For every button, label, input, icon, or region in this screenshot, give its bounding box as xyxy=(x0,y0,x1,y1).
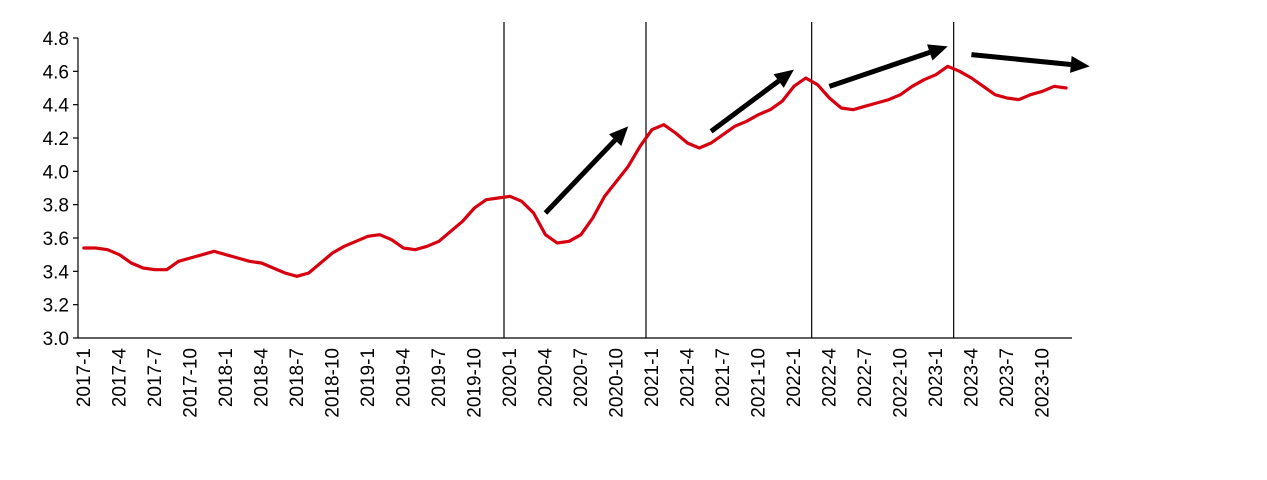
x-tick-label: 2022-1 xyxy=(784,348,805,407)
x-tick-label: 2018-1 xyxy=(216,348,237,407)
trend-arrow xyxy=(543,126,629,215)
x-tick-label: 2021-1 xyxy=(642,348,663,407)
series-line xyxy=(82,64,1068,278)
trend-arrow xyxy=(971,52,1090,73)
y-tick-label: 4.8 xyxy=(43,29,69,50)
x-tick-label: 2020-1 xyxy=(500,348,521,407)
y-tick-label: 3.4 xyxy=(43,262,70,283)
y-tick-labels: 3.0 3.2 3.4 3.6 3.8 4.0 4.2 4.4 4.6 4.8 xyxy=(43,29,70,350)
trend-arrow-shaft xyxy=(971,52,1072,67)
axes xyxy=(73,37,1072,339)
trend-arrows xyxy=(543,44,1090,215)
x-tick-label: 2023-4 xyxy=(961,348,982,408)
x-tick-label: 2020-10 xyxy=(606,348,627,418)
trend-arrow-shaft xyxy=(543,138,617,215)
x-tick-label: 2021-7 xyxy=(713,348,734,407)
x-tick-label: 2021-4 xyxy=(677,348,698,408)
x-tick-label: 2018-4 xyxy=(251,348,272,408)
x-tick-labels: 2017-1 2017-4 2017-7 2017-10 2018-1 2018-4 201… xyxy=(74,348,1053,418)
x-tick-label: 2021-10 xyxy=(748,348,769,418)
x-tick-label: 2020-7 xyxy=(571,348,592,407)
x-tick-label: 2019-7 xyxy=(429,348,450,407)
y-tick-label: 4.4 xyxy=(43,96,70,117)
x-tick-label: 2023-10 xyxy=(1032,348,1053,418)
x-tick-label: 2019-10 xyxy=(464,348,485,418)
y-tick-label: 4.6 xyxy=(43,62,69,83)
y-tick-label: 3.8 xyxy=(43,196,69,217)
trend-arrow xyxy=(709,69,794,134)
x-tick-label: 2020-4 xyxy=(535,348,556,408)
trend-arrow xyxy=(828,44,948,89)
trend-arrow-shaft xyxy=(709,79,781,134)
x-tick-label: 2019-1 xyxy=(358,348,379,407)
x-tick-label: 2017-10 xyxy=(180,348,201,418)
x-tick-label: 2022-10 xyxy=(890,348,911,418)
x-tick-label: 2022-7 xyxy=(855,348,876,407)
trend-arrow-head xyxy=(773,69,794,88)
series-layer xyxy=(82,64,1068,278)
vertical-markers xyxy=(503,22,955,338)
trend-arrow-head xyxy=(927,44,948,61)
x-tick-label: 2017-1 xyxy=(74,348,95,407)
y-tick-label: 3.6 xyxy=(43,229,69,250)
y-tick-label: 3.2 xyxy=(43,296,69,317)
x-tick-label: 2018-10 xyxy=(322,348,343,418)
x-tick-label: 2017-4 xyxy=(109,348,130,408)
x-tick-label: 2023-7 xyxy=(997,348,1018,407)
y-tick-label: 4.2 xyxy=(43,129,69,150)
x-tick-label: 2023-1 xyxy=(926,348,947,407)
x-tick-label: 2019-4 xyxy=(393,348,414,408)
trend-arrow-head xyxy=(608,126,629,146)
y-tick-label: 3.0 xyxy=(43,329,69,350)
y-tick-label: 4.0 xyxy=(43,162,69,183)
trend-arrow-shaft xyxy=(828,50,931,89)
x-tick-label: 2022-4 xyxy=(819,348,840,408)
x-tick-label: 2018-7 xyxy=(287,348,308,407)
trend-arrow-head xyxy=(1070,56,1090,73)
x-tick-label: 2017-7 xyxy=(145,348,166,407)
